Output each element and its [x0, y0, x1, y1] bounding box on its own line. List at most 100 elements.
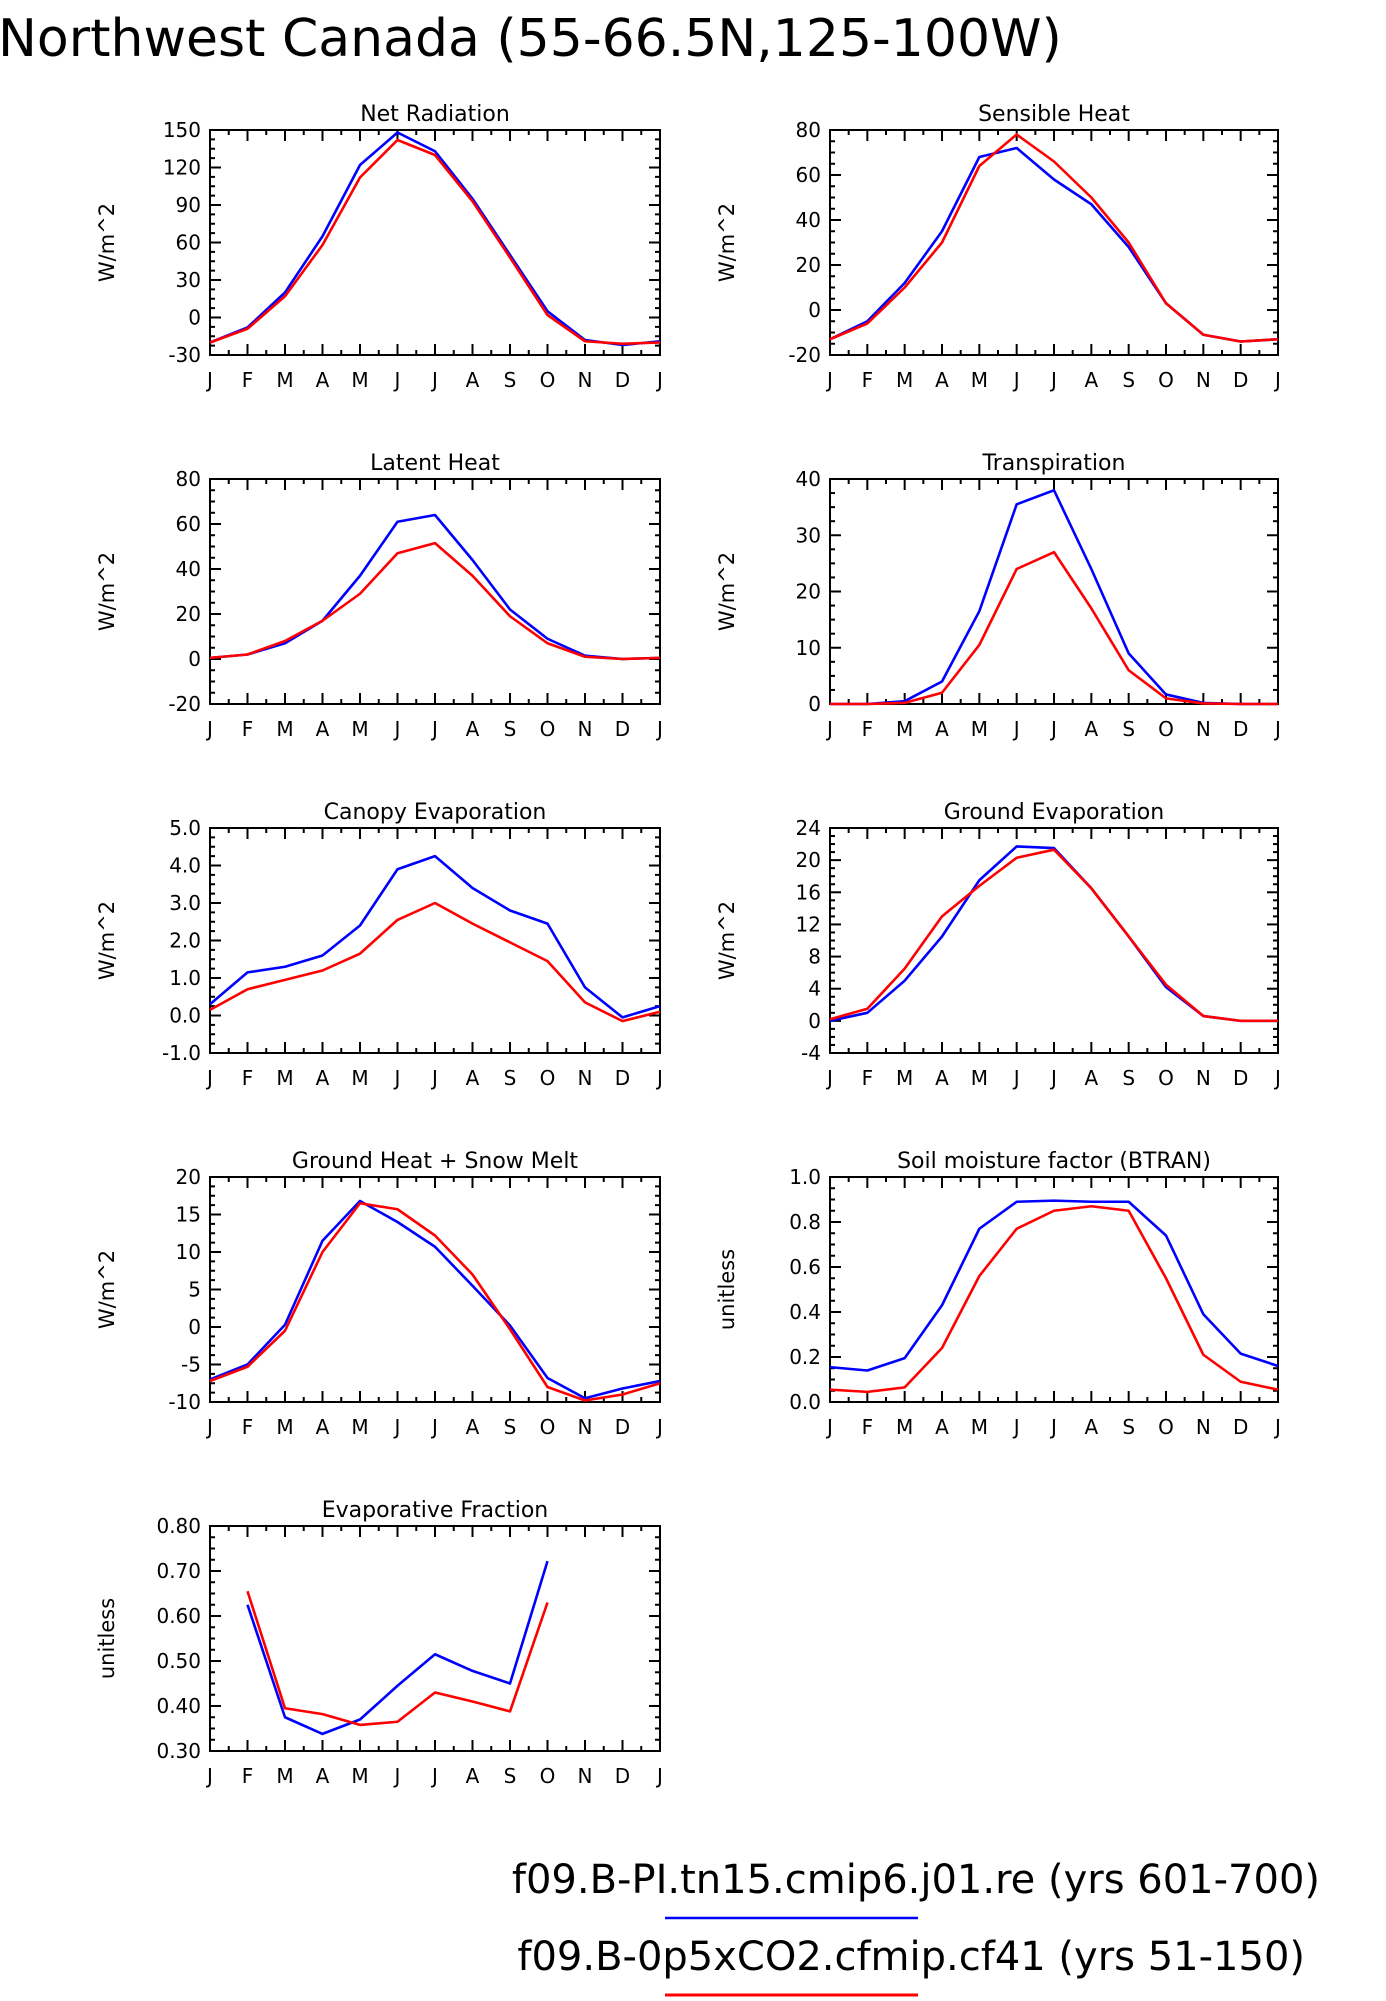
x-tick-label: J: [430, 1764, 438, 1788]
y-tick-label: 5: [188, 1278, 201, 1302]
panel-title: Canopy Evaporation: [324, 800, 547, 825]
x-tick-label: J: [393, 717, 401, 741]
series-line-1: [246, 1590, 549, 1727]
y-tick-label: 40: [796, 208, 821, 232]
x-tick-label: F: [242, 1415, 254, 1439]
x-tick-label: N: [1196, 1066, 1211, 1090]
x-tick-label: J: [430, 717, 438, 741]
x-tick-label: J: [655, 1764, 663, 1788]
y-tick-label: 8: [808, 945, 821, 969]
x-tick-label: A: [935, 368, 949, 392]
x-tick-label: D: [615, 1764, 630, 1788]
y-axis-label: W/m^2: [95, 552, 119, 631]
x-tick-label: N: [1196, 368, 1211, 392]
x-tick-label: M: [276, 1415, 293, 1439]
x-tick-label: F: [242, 717, 254, 741]
x-tick-label: J: [1012, 1415, 1020, 1439]
x-tick-label: F: [862, 717, 874, 741]
legend: f09.B-PI.tn15.cmip6.j01.re (yrs 601-700)…: [512, 1857, 1320, 1997]
x-tick-label: F: [862, 368, 874, 392]
panel-title: Evaporative Fraction: [322, 1498, 548, 1523]
x-tick-label: A: [316, 1764, 330, 1788]
x-tick-label: F: [862, 1415, 874, 1439]
y-tick-label: 20: [796, 253, 821, 277]
x-tick-label: F: [242, 1764, 254, 1788]
y-tick-label: 0.30: [156, 1739, 201, 1763]
y-tick-label: 40: [796, 467, 821, 491]
x-tick-label: O: [540, 1764, 556, 1788]
panel-title: Ground Evaporation: [944, 800, 1164, 825]
series-line-0: [209, 131, 661, 347]
series-line-1: [829, 1204, 1279, 1394]
y-tick-label: 15: [176, 1203, 201, 1227]
x-tick-label: D: [1233, 1415, 1248, 1439]
x-tick-label: J: [1012, 717, 1020, 741]
x-tick-label: J: [393, 1764, 401, 1788]
x-tick-label: J: [393, 368, 401, 392]
x-tick-label: S: [1122, 717, 1135, 741]
x-tick-label: S: [504, 1764, 517, 1788]
x-tick-label: O: [1158, 1415, 1174, 1439]
panel-8: J F M A M J J A S O N D J0.800.700.600.500.400.30Eva…: [95, 1498, 663, 1788]
panel-title: Sensible Heat: [978, 102, 1130, 127]
y-tick-label: 0.60: [156, 1604, 201, 1628]
y-tick-label: 0: [188, 1315, 201, 1339]
x-tick-label: J: [825, 1415, 833, 1439]
plot-frame: [209, 478, 661, 705]
x-tick-label: F: [862, 1066, 874, 1090]
x-tick-label: S: [504, 1066, 517, 1090]
x-tick-label: J: [1049, 1415, 1057, 1439]
y-tick-label: 0.2: [789, 1345, 821, 1369]
x-tick-label: J: [393, 1415, 401, 1439]
y-tick-label: 16: [796, 880, 821, 904]
y-tick-label: 90: [176, 193, 201, 217]
x-tick-label: A: [466, 1066, 480, 1090]
panel-title: Ground Heat + Snow Melt: [292, 1149, 579, 1174]
x-tick-label: A: [935, 1066, 949, 1090]
y-tick-label: 0.40: [156, 1694, 201, 1718]
y-tick-label: -5: [181, 1353, 201, 1377]
y-tick-label: -1.0: [162, 1041, 201, 1065]
x-tick-label: A: [1084, 1066, 1098, 1090]
x-tick-label: A: [466, 1415, 480, 1439]
y-axis-label: unitless: [95, 1598, 119, 1679]
series-line-0: [829, 1199, 1279, 1372]
x-tick-label: N: [1196, 1415, 1211, 1439]
y-tick-label: 20: [176, 602, 201, 626]
y-axis-label: W/m^2: [95, 901, 119, 980]
y-tick-label: 0: [808, 1009, 821, 1033]
y-tick-label: -10: [168, 1390, 201, 1414]
x-tick-label: N: [1196, 717, 1211, 741]
x-tick-label: J: [1012, 368, 1020, 392]
x-tick-label: J: [205, 1415, 213, 1439]
series-line-0: [829, 845, 1278, 1023]
x-tick-label: N: [578, 1764, 593, 1788]
x-tick-label: D: [615, 717, 630, 741]
y-tick-label: 10: [796, 636, 821, 660]
y-tick-label: 30: [176, 268, 201, 292]
x-tick-label: J: [1049, 717, 1057, 741]
y-tick-label: 20: [796, 848, 821, 872]
x-tick-label: M: [896, 1415, 913, 1439]
series-line-0: [829, 146, 1279, 343]
y-tick-label: 0: [188, 647, 201, 671]
x-tick-label: O: [540, 1066, 556, 1090]
x-tick-label: J: [205, 1066, 213, 1090]
y-tick-label: 150: [163, 118, 201, 142]
series-line-0: [209, 1199, 661, 1400]
x-tick-label: M: [896, 368, 913, 392]
y-tick-label: 0.80: [156, 1514, 201, 1538]
x-tick-label: F: [242, 1066, 254, 1090]
y-tick-label: 40: [176, 557, 201, 581]
x-tick-label: O: [540, 368, 556, 392]
panel-title: Net Radiation: [360, 102, 510, 127]
x-tick-label: M: [896, 1066, 913, 1090]
x-tick-label: M: [971, 717, 988, 741]
series-line-0: [209, 513, 661, 661]
x-tick-label: A: [316, 1066, 330, 1090]
y-tick-label: 0.0: [169, 1004, 201, 1028]
